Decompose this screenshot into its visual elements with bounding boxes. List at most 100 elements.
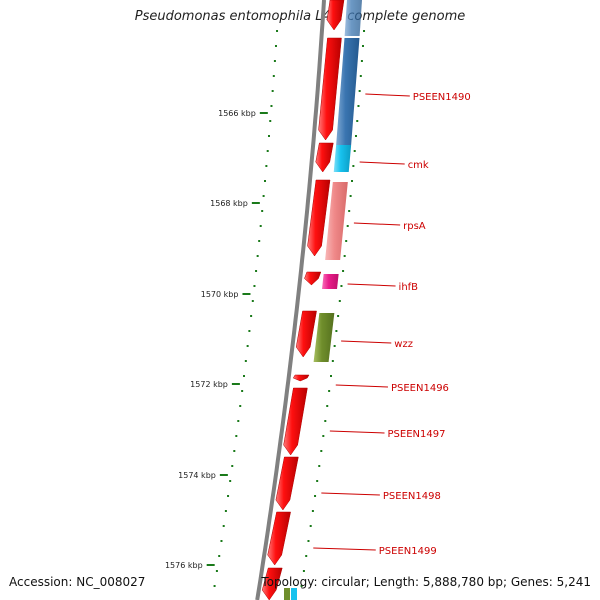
- gene-product-box: [325, 182, 348, 260]
- scale-tick-label: 1570 kbp: [201, 290, 239, 299]
- guide-dot: [250, 315, 253, 317]
- guide-dot: [358, 90, 361, 92]
- map-title: Pseudomonas entomophila L48, complete ge…: [134, 9, 466, 24]
- guide-dot: [267, 135, 270, 137]
- guide-dot: [320, 450, 323, 452]
- guide-dot: [324, 420, 327, 422]
- gene-product-box: [291, 588, 297, 600]
- guide-dot: [357, 105, 360, 107]
- guide-dot: [255, 270, 258, 272]
- accession-label: Accession: NC_008027: [9, 575, 146, 589]
- guide-dot: [363, 30, 366, 32]
- scale-tick-label: 1574 kbp: [178, 471, 216, 480]
- guide-dot: [266, 150, 269, 152]
- guide-dot: [253, 285, 256, 287]
- gene-label: PSEEN1499: [379, 546, 437, 557]
- gene-arrow: [267, 511, 291, 566]
- gene-label-leader: [341, 340, 392, 344]
- scale-tick: [219, 474, 228, 476]
- gene-label: ihfB: [399, 282, 419, 293]
- guide-dot: [333, 345, 336, 347]
- guide-dot: [241, 390, 244, 392]
- gene-arrow: [326, 0, 345, 31]
- guide-dot: [340, 285, 343, 287]
- guide-dot: [270, 105, 273, 107]
- guide-dot: [251, 300, 254, 302]
- guide-dot: [322, 435, 325, 437]
- guide-dot: [271, 90, 274, 92]
- guide-dot: [328, 390, 331, 392]
- gene-label-leader: [359, 161, 405, 165]
- gene-arrow: [315, 142, 334, 173]
- guide-dot: [215, 570, 218, 572]
- gene-label-leader: [313, 547, 376, 551]
- gene-label: rpsA: [403, 221, 426, 232]
- gene-arrow: [292, 374, 310, 382]
- guide-dot: [354, 135, 357, 137]
- gene-label: PSEEN1490: [413, 92, 471, 103]
- guide-dot: [258, 240, 261, 242]
- gene-arrow: [261, 567, 283, 600]
- guide-dot: [316, 480, 319, 482]
- guide-dot: [345, 240, 348, 242]
- guide-dot: [244, 360, 247, 362]
- gene-product-box: [344, 0, 362, 36]
- guide-dot: [331, 360, 334, 362]
- genome-summary: Topology: circular; Length: 5,888,780 bp…: [261, 575, 591, 589]
- guide-dot: [218, 555, 221, 557]
- gene-label: cmk: [408, 160, 429, 171]
- scale-tick: [251, 202, 260, 204]
- guide-dot: [227, 495, 230, 497]
- guide-dot: [351, 180, 354, 182]
- guide-dot: [335, 330, 338, 332]
- guide-dot: [272, 75, 275, 77]
- gene-arrow: [307, 179, 331, 257]
- guide-dot: [352, 165, 355, 167]
- scale-tick: [206, 564, 215, 566]
- guide-dot: [231, 465, 234, 467]
- gene-product-box: [336, 38, 360, 145]
- guide-dot: [338, 300, 341, 302]
- gene-arrow: [275, 456, 299, 511]
- guide-dot: [243, 375, 245, 377]
- guide-dot: [356, 120, 359, 122]
- guide-dot: [233, 450, 236, 452]
- guide-dot: [235, 435, 238, 437]
- gene-product-box: [322, 274, 339, 289]
- scale-tick-label: 1566 kbp: [218, 109, 256, 118]
- gene-arrow: [318, 37, 342, 141]
- gene-label: PSEEN1496: [391, 383, 449, 394]
- guide-dot: [330, 375, 332, 377]
- scale-tick: [231, 383, 240, 385]
- gene-label: PSEEN1497: [388, 429, 446, 440]
- gene-label-leader: [329, 430, 385, 434]
- guide-dot: [342, 270, 345, 272]
- guide-dot: [256, 255, 259, 257]
- gene-label: wzz: [394, 339, 413, 350]
- guide-dot: [353, 150, 356, 152]
- guide-dot: [307, 540, 310, 542]
- guide-dot: [274, 45, 277, 47]
- guide-dot: [269, 120, 272, 122]
- gene-label: PSEEN1498: [383, 491, 441, 502]
- gene-label-leader: [321, 492, 380, 496]
- guide-dot: [220, 540, 223, 542]
- guide-dot: [276, 30, 279, 32]
- scale-tick-label: 1572 kbp: [190, 380, 228, 389]
- guide-dot: [318, 465, 321, 467]
- guide-dot: [259, 225, 262, 227]
- guide-dot: [359, 75, 362, 77]
- guide-dot: [337, 315, 340, 317]
- guide-dot: [343, 255, 346, 257]
- gene-label-leader: [335, 384, 388, 388]
- gene-label-leader: [353, 222, 401, 226]
- gene-label-leader: [347, 283, 396, 287]
- guide-dot: [348, 210, 351, 212]
- guide-dot: [265, 165, 268, 167]
- scale-tick-label: 1576 kbp: [165, 561, 203, 570]
- guide-dot: [361, 45, 364, 47]
- guide-dot: [305, 555, 308, 557]
- guide-dot: [239, 405, 242, 407]
- gene-arrow: [283, 387, 308, 456]
